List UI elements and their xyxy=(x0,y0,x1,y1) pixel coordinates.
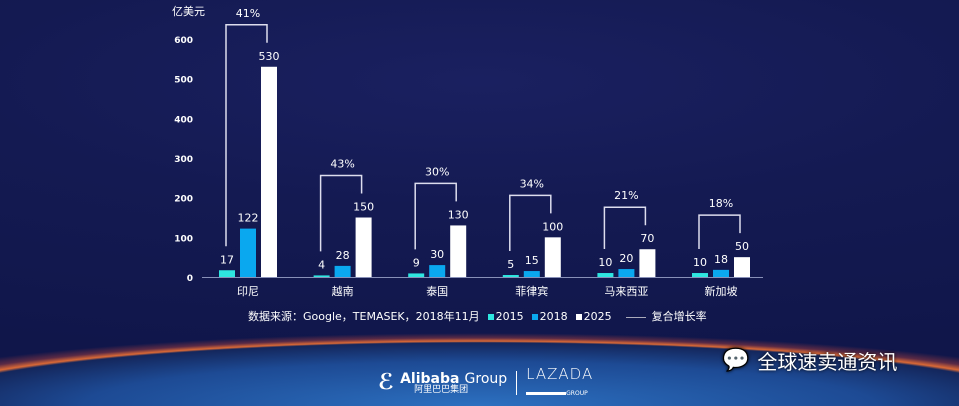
data-label: 15 xyxy=(525,254,539,267)
y-tick-label: 100 xyxy=(174,234,193,244)
data-label: 9 xyxy=(413,256,420,269)
x-tick-label: 马来西亚 xyxy=(604,285,648,298)
data-label: 18 xyxy=(714,253,728,266)
cagr-label: 43% xyxy=(330,158,354,171)
lazada-logo: LAZADA GROUP xyxy=(526,365,594,397)
footer-logos: ℰ Alibaba Group 阿里巴巴集团 LAZADA GROUP xyxy=(378,367,593,398)
bar-2015 xyxy=(692,273,708,277)
source-note: 数据来源：Google，TEMASEK，2018年11月 xyxy=(248,310,480,323)
data-label: 20 xyxy=(619,252,633,265)
y-tick-label: 400 xyxy=(174,115,193,125)
cagr-bracket xyxy=(509,194,552,252)
y-tick-label: 500 xyxy=(174,76,193,86)
alibaba-logo-icon: ℰ xyxy=(378,370,395,395)
x-tick-label: 印尼 xyxy=(237,285,259,298)
bar-2018 xyxy=(618,269,635,277)
bar-2018 xyxy=(240,228,256,277)
bar-2025 xyxy=(639,249,656,277)
cagr-label: 18% xyxy=(709,197,733,210)
bar-2025 xyxy=(450,225,467,277)
x-tick-label: 越南 xyxy=(332,284,354,298)
legend: 数据来源：Google，TEMASEK，2018年11月 2015 2018 2… xyxy=(248,308,707,324)
x-tick-label: 菲律宾 xyxy=(515,284,548,298)
bar-2018 xyxy=(523,271,540,277)
data-label: 4 xyxy=(318,258,325,271)
x-tick-label: 泰国 xyxy=(426,284,448,298)
legend-item-2015: 2015 xyxy=(487,310,524,323)
watermark: 💬 全球速卖通资讯 xyxy=(722,348,898,374)
legend-item-2018: 2018 xyxy=(531,310,568,323)
cagr-bracket xyxy=(698,214,741,250)
cagr-label: 21% xyxy=(614,189,638,202)
data-label: 5 xyxy=(507,258,514,271)
cagr-bracket xyxy=(225,24,268,247)
data-label: 50 xyxy=(735,240,749,253)
legend-item-cagr: 复合增长率 xyxy=(620,308,707,324)
cagr-bracket xyxy=(603,206,647,250)
cagr-label: 30% xyxy=(425,165,449,178)
data-label: 150 xyxy=(353,201,374,214)
cagr-label: 34% xyxy=(520,177,544,190)
bar-2015 xyxy=(219,270,235,277)
data-label: 530 xyxy=(259,50,280,63)
bar-2025 xyxy=(261,66,277,278)
data-label: 10 xyxy=(598,256,612,269)
cagr-label: 41% xyxy=(236,7,260,20)
data-label: 122 xyxy=(238,212,259,225)
data-label: 130 xyxy=(448,208,469,221)
bar-2025 xyxy=(355,217,372,277)
data-label: 30 xyxy=(430,248,444,261)
y-tick-label: 300 xyxy=(174,155,193,165)
bar-2015 xyxy=(502,275,519,277)
bar-2015 xyxy=(597,273,614,277)
y-tick-label: 0 xyxy=(187,274,193,284)
data-label: 100 xyxy=(542,220,563,233)
x-tick-label: 新加坡 xyxy=(705,284,738,298)
wechat-icon: 💬 xyxy=(722,348,750,373)
y-tick-label: 200 xyxy=(174,195,193,205)
legend-item-2025: 2025 xyxy=(575,310,612,323)
bar-2018 xyxy=(429,265,446,277)
y-tick-label: 600 xyxy=(174,36,193,46)
y-axis-label: 亿美元 xyxy=(172,5,205,18)
data-label: 10 xyxy=(693,256,707,269)
alibaba-logo: Alibaba Group 阿里巴巴集团 xyxy=(400,371,508,395)
bar-2015 xyxy=(313,275,330,277)
bar-2018 xyxy=(334,265,351,277)
bar-2025 xyxy=(544,237,561,277)
data-label: 70 xyxy=(640,232,654,245)
data-label: 17 xyxy=(220,253,234,266)
data-label: 28 xyxy=(336,249,350,262)
cagr-bracket xyxy=(319,174,363,252)
cagr-bracket xyxy=(414,182,457,250)
bar-2015 xyxy=(408,273,425,277)
earth-horizon-background xyxy=(0,325,959,406)
bar-2025 xyxy=(734,257,750,277)
bar-2018 xyxy=(713,269,729,277)
